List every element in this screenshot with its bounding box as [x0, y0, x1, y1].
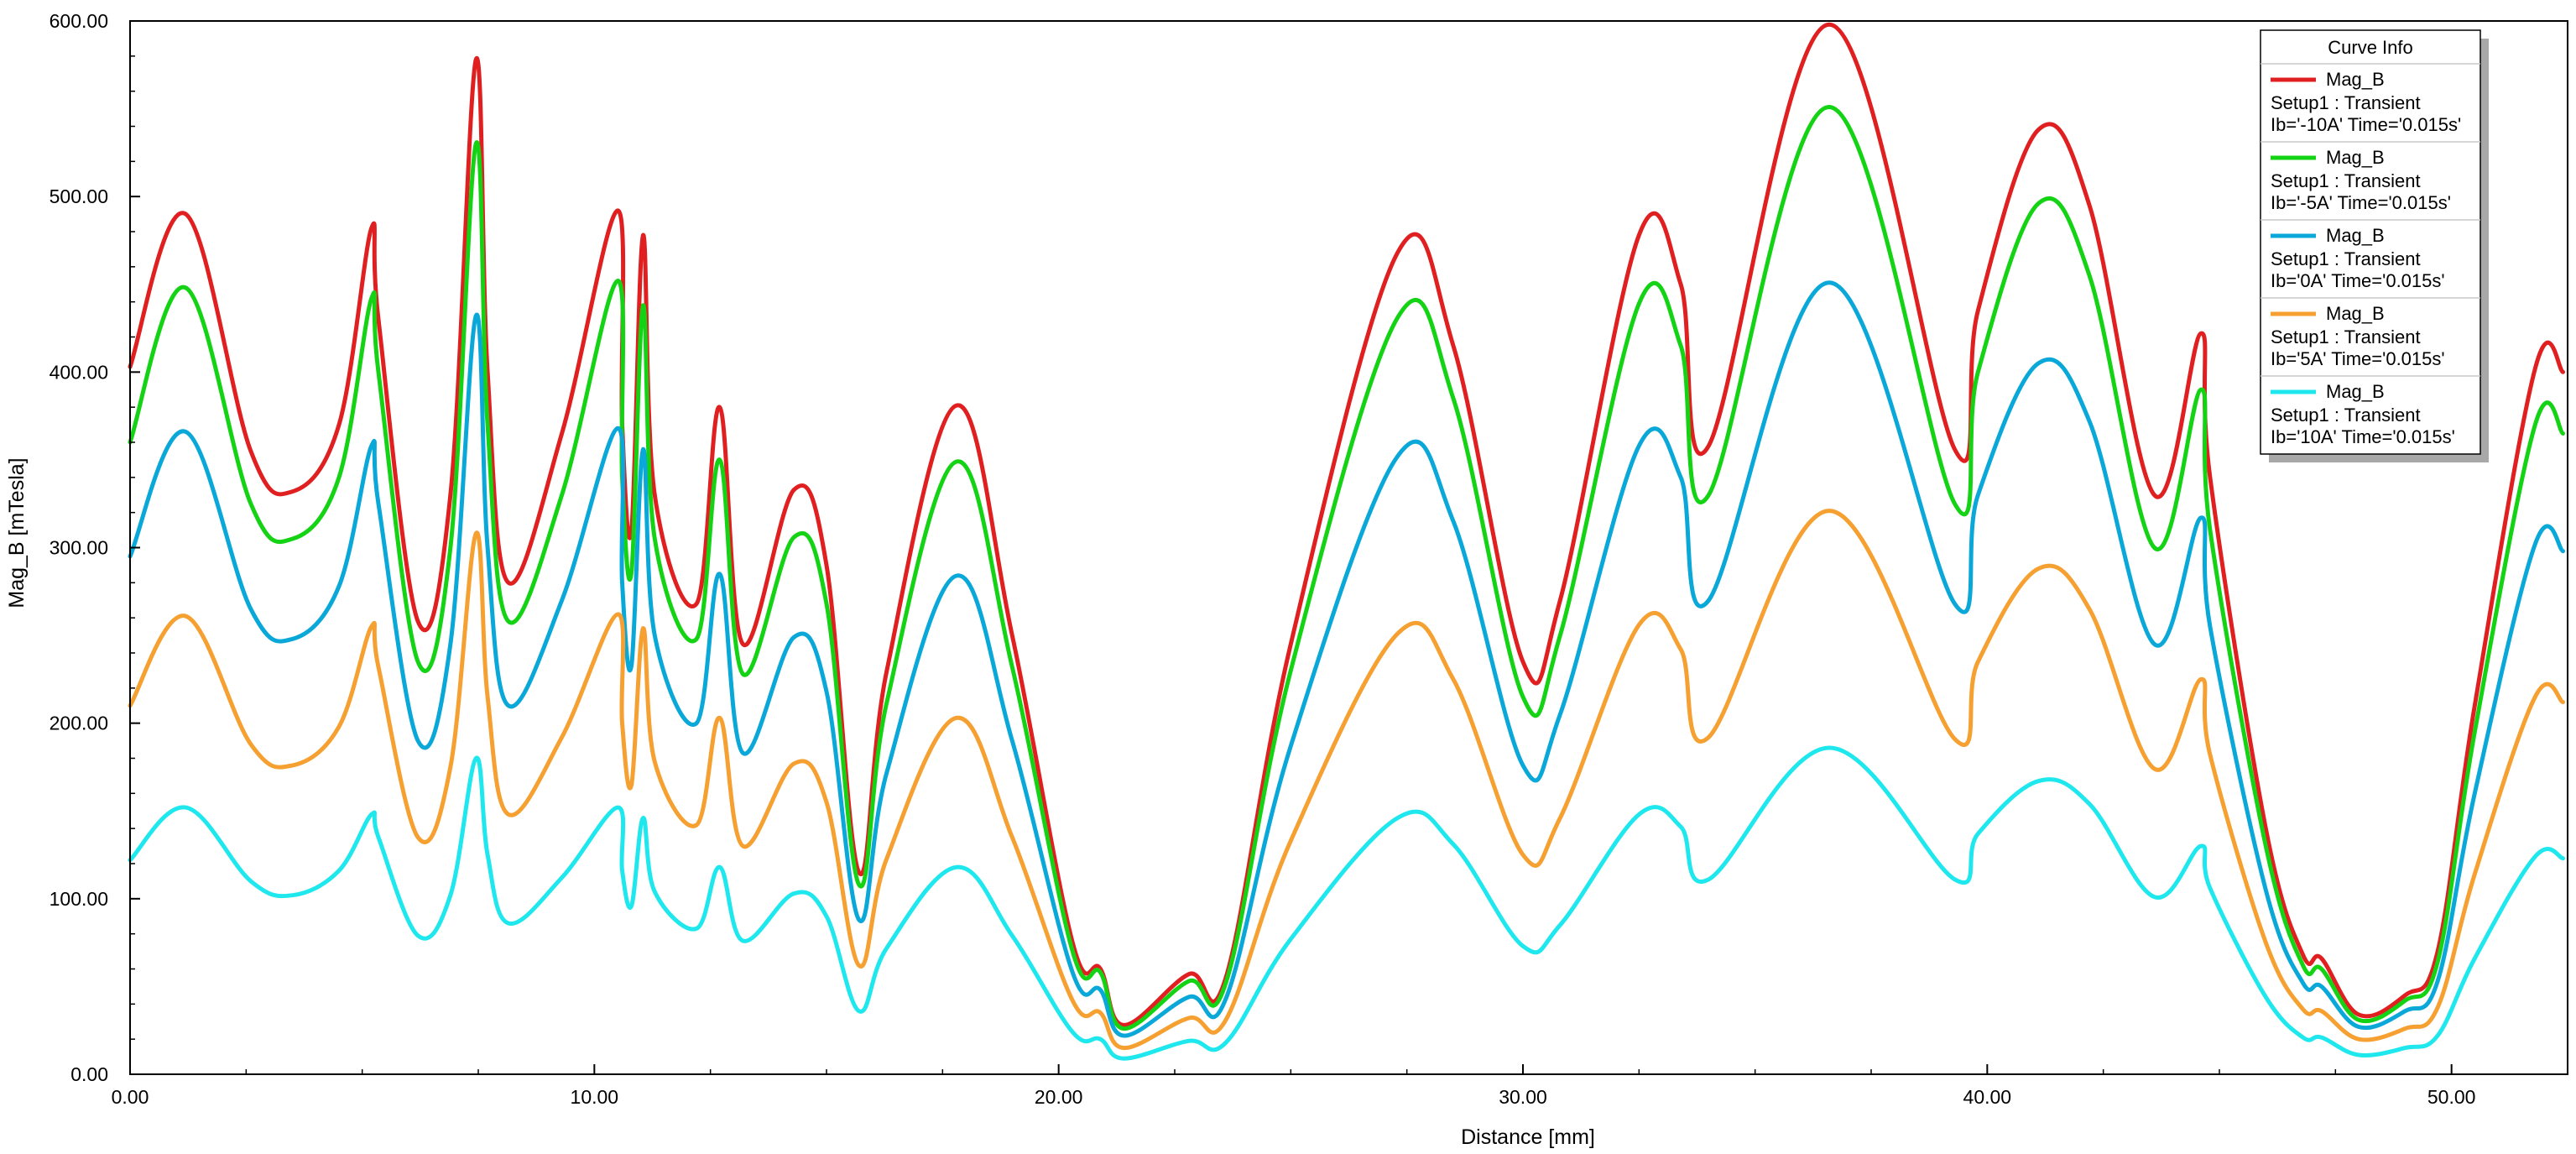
y-tick-label: 500.00 — [50, 185, 108, 207]
legend-entry-params: Ib='0A' Time='0.015s' — [2271, 270, 2445, 291]
legend-entry-setup: Setup1 : Transient — [2271, 170, 2421, 191]
legend-entry-name: Mag_B — [2326, 225, 2385, 246]
series-line-2 — [128, 104, 2565, 1031]
legend-title: Curve Info — [2328, 37, 2413, 58]
y-tick-label: 100.00 — [50, 888, 108, 910]
legend-entry-name: Mag_B — [2326, 147, 2385, 168]
x-tick-label: 10.00 — [571, 1086, 619, 1108]
series-line-5 — [128, 745, 2565, 1061]
legend-entry-params: Ib='10A' Time='0.015s' — [2271, 426, 2455, 447]
legend-entry-params: Ib='5A' Time='0.015s' — [2271, 348, 2445, 369]
axes-layer: 0.00 100.00 200.00 300.00 400.00 500.00 600.00… — [50, 10, 2568, 1108]
x-tick-label: 40.00 — [1963, 1086, 2012, 1108]
legend-entry-setup: Setup1 : Transient — [2271, 92, 2421, 113]
x-axis-title: Distance [mm] — [1461, 1125, 1595, 1149]
x-tick-label: 20.00 — [1035, 1086, 1083, 1108]
y-tick-label: 200.00 — [50, 713, 108, 734]
legend-entry-setup: Setup1 : Transient — [2271, 248, 2421, 269]
legend-entry-params: Ib='-10A' Time='0.015s' — [2271, 114, 2461, 135]
y-axis-title: Mag_B [mTesla] — [5, 457, 29, 608]
legend-entry-setup: Setup1 : Transient — [2271, 405, 2421, 426]
series-line-4 — [128, 509, 2565, 1051]
legend-entry-setup: Setup1 : Transient — [2271, 326, 2421, 347]
legend-entry-name: Mag_B — [2326, 69, 2385, 90]
y-tick-label: 600.00 — [50, 10, 108, 32]
legend-entry-params: Ib='-5A' Time='0.015s' — [2271, 192, 2451, 213]
x-tick-label: 30.00 — [1499, 1086, 1547, 1108]
series-line-3 — [128, 280, 2565, 1038]
legend-entry-name: Mag_B — [2326, 303, 2385, 324]
y-tick-label: 400.00 — [50, 361, 108, 383]
y-tick-label: 300.00 — [50, 537, 108, 559]
x-tick-label: 50.00 — [2427, 1086, 2476, 1108]
legend-entry-name: Mag_B — [2326, 381, 2385, 402]
legend-box — [2260, 29, 2481, 455]
y-tick-label: 0.00 — [70, 1063, 108, 1085]
x-tick-label: 0.00 — [112, 1086, 149, 1108]
series-layer — [128, 22, 2565, 1061]
